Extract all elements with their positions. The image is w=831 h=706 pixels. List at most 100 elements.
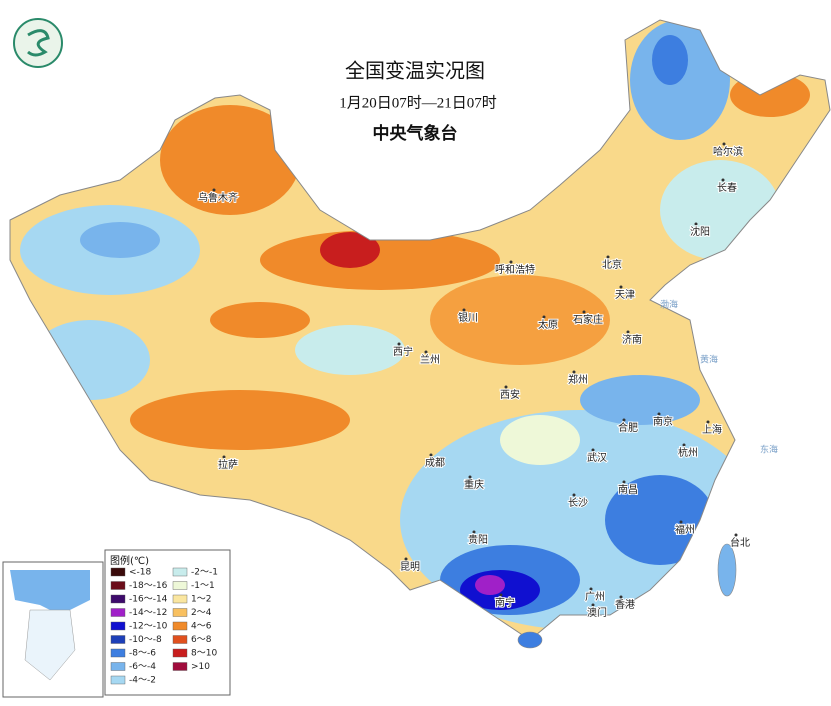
legend-label: -10～-8 [129,635,162,645]
legend-label: -2～-1 [191,568,218,578]
legend-swatch [110,675,126,685]
legend-label: -1～1 [191,581,215,591]
city-dot [572,370,576,374]
city-dot [429,453,433,457]
taiwan [717,543,737,597]
city-label: 济南 [622,333,642,346]
city-label: 福州 [675,523,695,536]
city-label: 昆明 [400,561,420,573]
legend-swatch [110,608,126,617]
city-label: 沈阳 [690,225,710,238]
city-label: 香港 [615,599,635,611]
city-dot [657,412,661,416]
city-dot [706,420,710,424]
sea-label: 黄海 [700,354,718,366]
city-label: 成都 [425,457,445,469]
city-label: 北京 [602,258,622,271]
city-label: 南昌 [618,483,638,496]
city-dot [572,493,576,497]
legend-title: 图例(℃) [110,554,149,567]
legend-swatch [172,648,188,658]
legend-label: <-18 [129,568,152,578]
city-label: 合肥 [618,421,638,434]
city-label: 重庆 [464,478,484,491]
city-label: 天津 [615,289,635,301]
city-dot [626,330,630,334]
city-dot [404,557,408,561]
legend-swatch [172,635,188,644]
legend-swatch [172,608,188,617]
city-dot [721,178,725,182]
city-dot [509,260,513,264]
city-dot [591,603,595,607]
hainan [517,631,543,649]
city-dot [222,455,226,459]
city-dot [542,315,546,319]
issuer: 中央气象台 [373,123,458,144]
legend-label: >10 [191,662,210,672]
legend-swatch [110,648,126,658]
legend-swatch [172,567,188,577]
legend: 图例(℃) <-18 -18～-16 -16～-14 -14～-12 -12～-10 -1… [104,549,231,696]
city-label: 长春 [717,182,737,194]
city-label: 呼和浩特 [495,264,535,276]
city-label: 乌鲁木齐 [198,191,238,204]
city-label: 太原 [538,318,558,331]
legend-label: -14～-12 [129,608,167,618]
city-dot [468,475,472,479]
legend-swatch [110,635,126,644]
city-dot [606,255,610,259]
legend-swatch [172,581,188,590]
legend-label: -6～-4 [129,662,156,672]
legend-box [104,549,231,696]
city-dot [591,448,595,452]
city-dot [472,530,476,534]
city-label: 上海 [702,423,722,436]
city-label: 西安 [500,388,520,401]
legend-label: -12～-10 [129,622,168,632]
city-dot [622,418,626,422]
city-dot [734,533,738,537]
legend-label: 2～4 [191,608,212,618]
city-dot [397,342,401,346]
city-dot [504,385,508,389]
legend-swatch [172,594,188,604]
city-dot [619,595,623,599]
legend-label: 8～10 [191,649,217,659]
city-label: 银川 [458,311,478,324]
sea-label: 渤海 [660,299,678,311]
city-label: 杭州 [678,446,698,459]
city-label: 长沙 [568,497,588,509]
city-label: 澳门 [587,606,607,619]
city-dot [694,222,698,226]
city-dot [499,593,503,597]
sea-label: 东海 [760,444,778,456]
legend-swatch [172,621,188,631]
legend-label: -8～-6 [129,649,156,659]
city-label: 武汉 [587,451,607,464]
legend-swatch [110,581,126,590]
legend-swatch [172,662,188,671]
city-dot [212,188,216,192]
city-dot [424,350,428,354]
city-label: 广州 [585,591,605,603]
city-dot [582,310,586,314]
legend-swatch [110,621,126,631]
city-dot [622,480,626,484]
legend-label: 1～2 [191,595,211,605]
city-label: 台北 [730,536,750,549]
city-label: 哈尔滨 [713,145,743,158]
legend-swatch [110,567,126,577]
city-label: 拉萨 [218,458,238,471]
legend-swatch [110,662,126,671]
city-label: 贵阳 [468,533,488,546]
city-label: 南京 [653,415,673,428]
city-dot [589,587,593,591]
city-dot [619,285,623,289]
city-dot [682,443,686,447]
legend-label: 6～8 [191,635,212,645]
map-title: 全国变温实况图 [345,59,485,83]
legend-label: -16～-14 [129,595,168,605]
